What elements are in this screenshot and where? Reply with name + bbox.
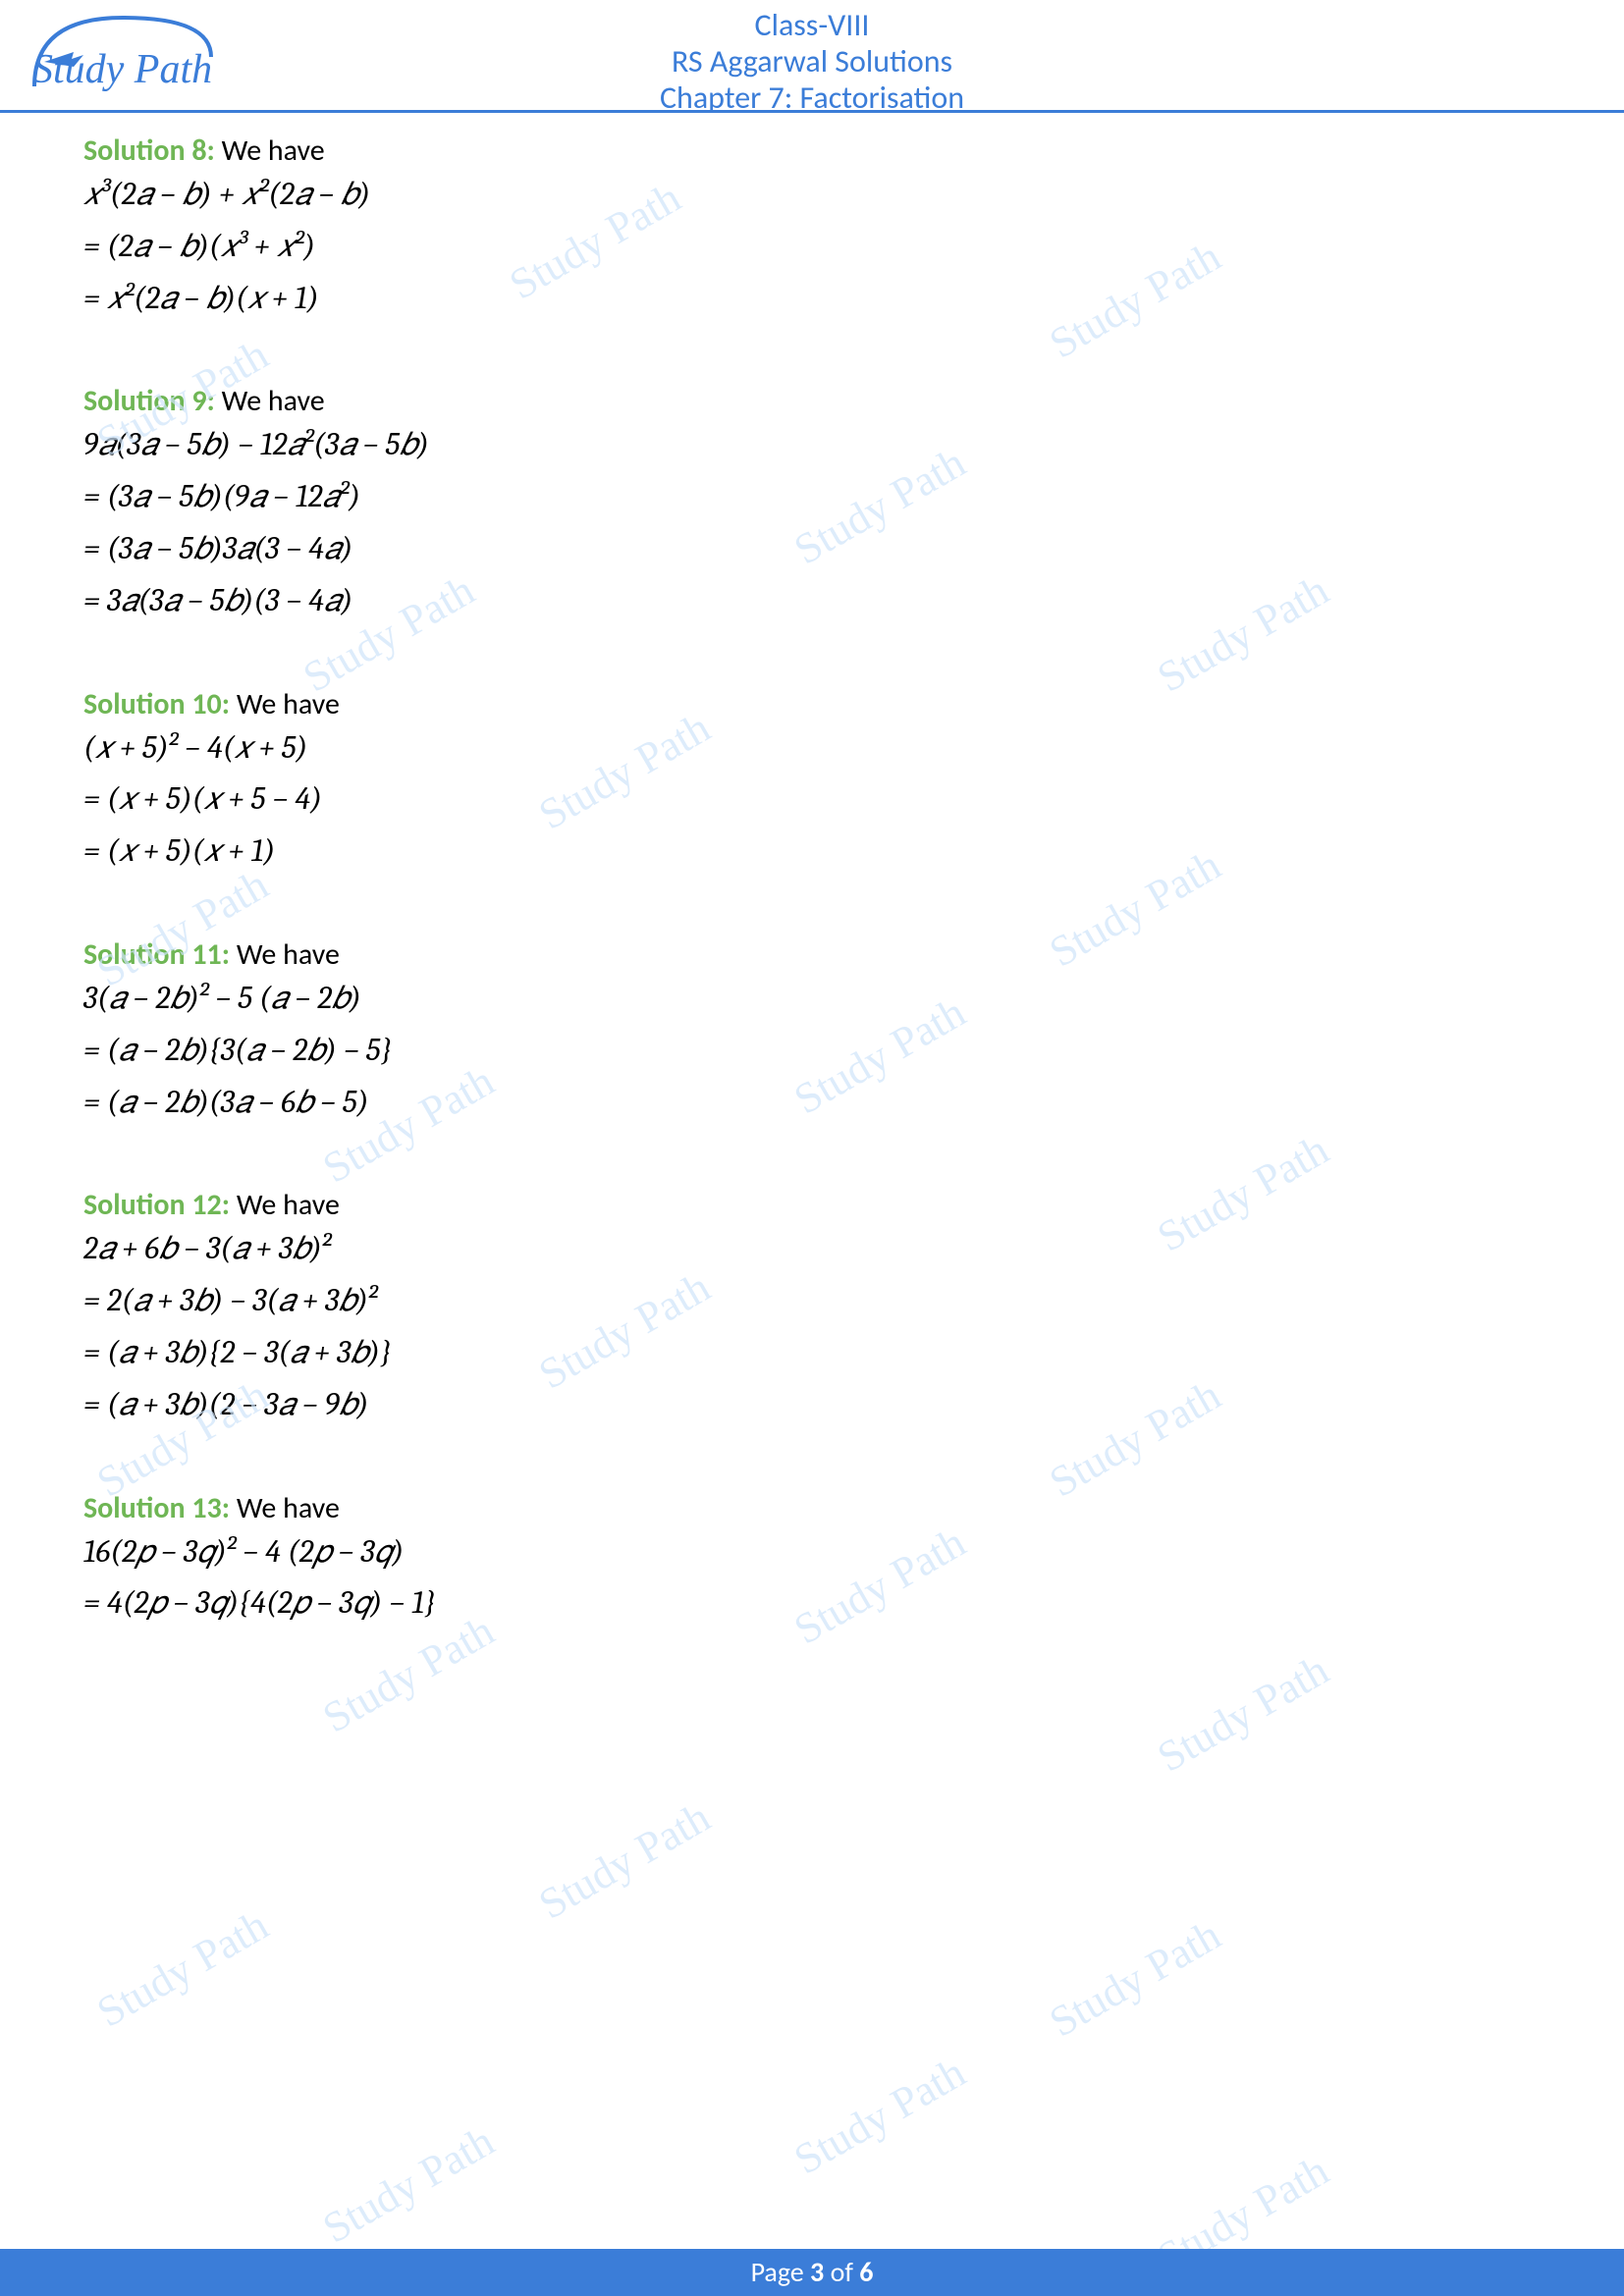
math-line: 𝑥³(2𝑎 − 𝑏) + 𝑥²(2𝑎 − 𝑏) [83,169,1541,221]
watermark-text: Study Path [785,2047,974,2184]
math-line: = (𝑎 + 3𝑏){2 − 3(𝑎 + 3𝑏)} [83,1327,1541,1379]
math-line: = (𝑎 − 2𝑏)(3𝑎 − 6𝑏 − 5) [83,1077,1541,1129]
watermark-text: Study Path [88,1899,277,2037]
solution-heading: Solution 12: We have [83,1187,1541,1223]
we-have-text: We have [230,1187,340,1223]
we-have-text: We have [230,936,340,973]
math-line: = (𝑥 + 5)(𝑥 + 1) [83,826,1541,878]
math-line: = (𝑥 + 5)(𝑥 + 5 − 4) [83,774,1541,826]
math-line: = (3𝑎 − 5𝑏)3𝑎(3 − 4𝑎) [83,523,1541,575]
math-line: = (𝑎 + 3𝑏)(2 − 3𝑎 − 9𝑏) [83,1379,1541,1431]
footer-total: 6 [859,2255,873,2289]
header-class: Class-VIII [660,8,964,44]
solution-label: Solution 8: [83,133,215,169]
math-line: = (2𝑎 − 𝑏)(𝑥³ + 𝑥²) [83,221,1541,273]
solution-label: Solution 13: [83,1490,230,1526]
footer-prefix: Page [751,2255,810,2289]
watermark-text: Study Path [530,1791,719,1929]
solution-block: Solution 13: We have16(2𝑝 − 3𝑞)² − 4 (2𝑝… [83,1490,1541,1630]
watermark-text: Study Path [1041,1909,1229,2047]
math-line: 2𝑎 + 6𝑏 − 3(𝑎 + 3𝑏)² [83,1223,1541,1275]
solution-heading: Solution 9: We have [83,383,1541,419]
page-footer: Page 3 of 6 [0,2249,1624,2296]
math-line: = 𝑥²(2𝑎 − 𝑏)(𝑥 + 1) [83,273,1541,325]
solution-block: Solution 11: We have3(𝑎 − 2𝑏)² − 5 (𝑎 − … [83,936,1541,1128]
we-have-text: We have [215,383,325,419]
math-line: (𝑥 + 5)² − 4(𝑥 + 5) [83,722,1541,774]
header-titles: Class-VIII RS Aggarwal Solutions Chapter… [660,8,964,116]
solution-label: Solution 10: [83,686,230,722]
math-line: 3(𝑎 − 2𝑏)² − 5 (𝑎 − 2𝑏) [83,973,1541,1025]
solution-heading: Solution 10: We have [83,686,1541,722]
content: Solution 8: We have𝑥³(2𝑎 − 𝑏) + 𝑥²(2𝑎 − … [0,113,1624,1629]
math-line: = 3𝑎(3𝑎 − 5𝑏)(3 − 4𝑎) [83,575,1541,627]
solution-block: Solution 8: We have𝑥³(2𝑎 − 𝑏) + 𝑥²(2𝑎 − … [83,133,1541,324]
math-line: 9𝑎(3𝑎 − 5𝑏) − 12𝑎²(3𝑎 − 5𝑏) [83,419,1541,471]
solution-block: Solution 9: We have9𝑎(3𝑎 − 5𝑏) − 12𝑎²(3𝑎… [83,383,1541,626]
footer-middle: of [824,2255,859,2289]
we-have-text: We have [230,686,340,722]
solution-heading: Solution 11: We have [83,936,1541,973]
header-book: RS Aggarwal Solutions [660,44,964,80]
solution-block: Solution 12: We have2𝑎 + 6𝑏 − 3(𝑎 + 3𝑏)²… [83,1187,1541,1430]
footer-page: 3 [810,2255,824,2289]
logo-text: Study Path [32,46,212,93]
we-have-text: We have [215,133,325,169]
math-line: = 4(2𝑝 − 3𝑞){4(2𝑝 − 3𝑞) − 1} [83,1577,1541,1629]
solutions-container: Solution 8: We have𝑥³(2𝑎 − 𝑏) + 𝑥²(2𝑎 − … [83,133,1541,1629]
math-line: = 2(𝑎 + 3𝑏) − 3(𝑎 + 3𝑏)² [83,1275,1541,1327]
math-line: = (3𝑎 − 5𝑏)(9𝑎 − 12𝑎²) [83,471,1541,523]
page-header: Study Path Class-VIII RS Aggarwal Soluti… [0,0,1624,113]
solution-heading: Solution 8: We have [83,133,1541,169]
solution-heading: Solution 13: We have [83,1490,1541,1526]
watermark-text: Study Path [1149,1644,1337,1782]
solution-label: Solution 9: [83,383,215,419]
logo: Study Path [25,8,221,101]
math-line: = (𝑎 − 2𝑏){3(𝑎 − 2𝑏) − 5} [83,1025,1541,1077]
solution-block: Solution 10: We have(𝑥 + 5)² − 4(𝑥 + 5)=… [83,686,1541,878]
solution-label: Solution 11: [83,936,230,973]
watermark-text: Study Path [314,2115,503,2253]
math-line: 16(2𝑝 − 3𝑞)² − 4 (2𝑝 − 3𝑞) [83,1526,1541,1578]
header-chapter: Chapter 7: Factorisation [660,80,964,117]
solution-label: Solution 12: [83,1187,230,1223]
we-have-text: We have [230,1490,340,1526]
